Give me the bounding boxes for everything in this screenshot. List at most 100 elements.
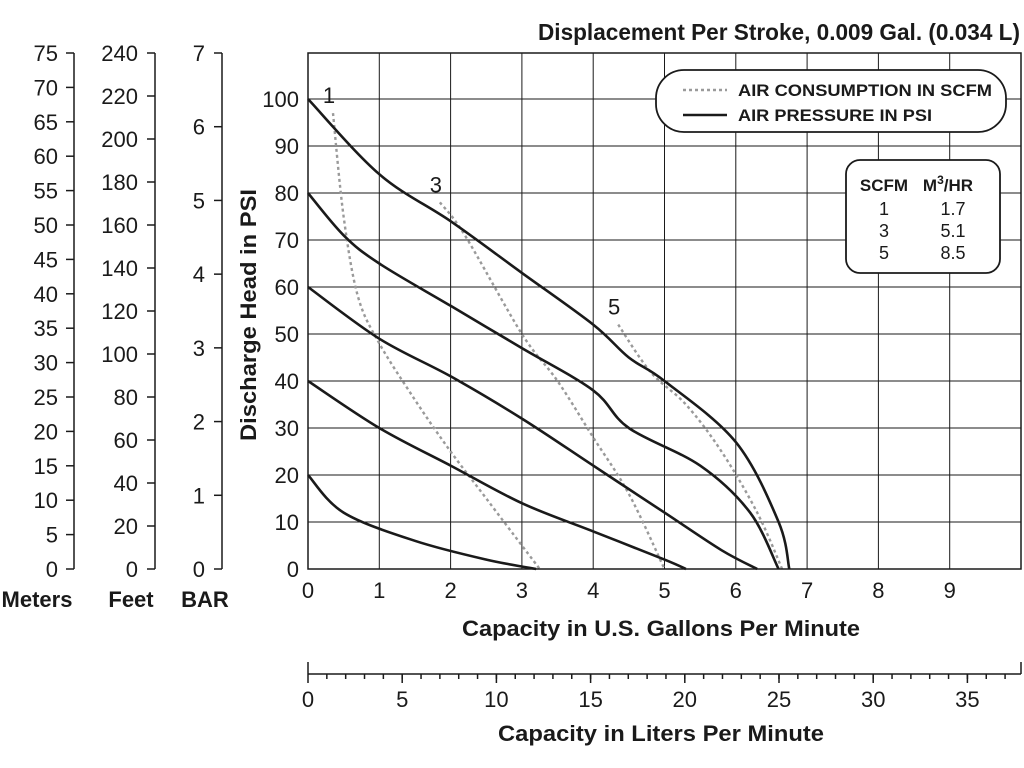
legend-air-label: AIR CONSUMPTION IN SCFM xyxy=(738,81,992,100)
conversion-table-box xyxy=(845,159,1001,274)
y-tick-label: 90 xyxy=(275,134,299,159)
feet-axis-tick-label: 220 xyxy=(101,84,138,109)
x-tick-label: 7 xyxy=(801,578,813,603)
x2-tick-label: 0 xyxy=(302,687,314,712)
air-curve-label: 5 xyxy=(608,295,620,320)
feet-axis-tick-label: 160 xyxy=(101,213,138,238)
feet-axis-title: Feet xyxy=(108,587,154,612)
legend-box xyxy=(655,69,1007,133)
bar-axis-tick-label: 0 xyxy=(193,557,205,582)
x-tick-label: 3 xyxy=(516,578,528,603)
feet-axis: 0 20 40 60 80 100 120 140 160 180 200 220 240 Feet xyxy=(101,41,156,612)
table-rows: 1 1.7 3 5.1 5 8.5 xyxy=(879,199,966,263)
table-cell-scfm: 1 xyxy=(879,199,889,219)
air-curve-label: 1 xyxy=(323,83,335,108)
bar-axis-tick-label: 1 xyxy=(193,483,205,508)
meters-axis-tick-label: 0 xyxy=(46,557,58,582)
bar-axis-tick-label: 4 xyxy=(193,262,205,287)
air-curve-1 xyxy=(331,112,541,570)
feet-axis-tick-label: 120 xyxy=(101,299,138,324)
meters-axis-tick-label: 55 xyxy=(34,179,58,204)
table-cell-scfm: 3 xyxy=(879,221,889,241)
legend: AIR CONSUMPTION IN SCFM AIR PRESSURE IN … xyxy=(655,69,1007,133)
y-tick-label: 80 xyxy=(275,181,299,206)
x2-tick-label: 35 xyxy=(955,687,979,712)
meters-axis-tick-label: 25 xyxy=(34,385,58,410)
x-tick-label: 0 xyxy=(302,578,314,603)
x2-tick-label: 5 xyxy=(396,687,408,712)
air-pressure-curves xyxy=(307,98,791,571)
feet-axis-tick-label: 20 xyxy=(114,514,138,539)
pressure-curve xyxy=(307,285,758,571)
chart-title: Displacement Per Stroke, 0.009 Gal. (0.0… xyxy=(538,19,1020,45)
table-cell-m3hr: 1.7 xyxy=(940,199,965,219)
table-cell-scfm: 5 xyxy=(879,243,889,263)
meters-axis-tick-label: 5 xyxy=(46,523,58,548)
secondary-y-axes: 051015202530354045505560657075Meters0204… xyxy=(2,41,229,612)
x2-tick-label: 30 xyxy=(861,687,885,712)
feet-axis-tick-label: 40 xyxy=(114,471,138,496)
x-axis-title: Capacity in U.S. Gallons Per Minute xyxy=(462,616,860,641)
y-tick-label: 0 xyxy=(287,557,299,582)
feet-axis-tick-label: 100 xyxy=(101,342,138,367)
x2-tick-label: 20 xyxy=(673,687,697,712)
pressure-curve xyxy=(307,474,537,571)
y-tick-label: 70 xyxy=(275,228,299,253)
meters-axis-tick-label: 70 xyxy=(34,75,58,100)
pressure-curve xyxy=(307,192,780,570)
pressure-curve xyxy=(307,379,687,571)
meters-axis-title: Meters xyxy=(2,587,73,612)
y-tick-label: 100 xyxy=(262,87,299,112)
meters-axis-tick-label: 10 xyxy=(34,488,58,513)
table-header-m3hr: M3/HR xyxy=(923,173,973,195)
meters-axis-tick-label: 50 xyxy=(34,213,58,238)
x-tick-label: 9 xyxy=(944,578,956,603)
x2-tick-label: 15 xyxy=(578,687,602,712)
meters-axis-tick-label: 45 xyxy=(34,247,58,272)
meters-axis-tick-label: 65 xyxy=(34,110,58,135)
meters-axis-tick-label: 75 xyxy=(34,41,58,66)
meters-axis: 0 5 10 15 20 25 30 35 40 45 50 55 60 65 70 75 Meters xyxy=(2,41,75,612)
feet-axis-tick-label: 60 xyxy=(114,428,138,453)
bar-axis-title: BAR xyxy=(181,587,229,612)
legend-pressure-label: AIR PRESSURE IN PSI xyxy=(738,106,932,125)
bar-axis-tick-label: 3 xyxy=(193,336,205,361)
bar-axis-tick-label: 2 xyxy=(193,410,205,435)
air-curve-3 xyxy=(438,201,666,570)
air-curve-label: 3 xyxy=(430,172,442,197)
table-header-scfm: SCFM xyxy=(860,176,908,195)
y-tick-label: 50 xyxy=(275,322,299,347)
bar-axis-tick-label: 7 xyxy=(193,41,205,66)
feet-axis-tick-label: 80 xyxy=(114,385,138,410)
x2-tick-label: 25 xyxy=(767,687,791,712)
psi-tick-labels: 0 10 20 30 40 50 60 70 80 90 100 xyxy=(262,87,299,582)
x2-tick-label: 10 xyxy=(484,687,508,712)
x-tick-label: 2 xyxy=(444,578,456,603)
feet-axis-tick-label: 140 xyxy=(101,256,138,281)
x-tick-label: 4 xyxy=(587,578,599,603)
x-tick-label: 5 xyxy=(658,578,670,603)
bar-axis-tick-label: 6 xyxy=(193,115,205,140)
bar-axis: 0 1 2 3 4 5 6 7 BAR xyxy=(181,41,229,612)
x2-axis-title: Capacity in Liters Per Minute xyxy=(498,721,824,746)
pressure-curve xyxy=(307,98,791,570)
conversion-table: SCFM M3/HR 1 1.7 3 5.1 5 8.5 xyxy=(845,159,1001,274)
plot-frame xyxy=(307,52,1022,570)
feet-axis-tick-label: 200 xyxy=(101,127,138,152)
y-tick-label: 30 xyxy=(275,416,299,441)
liters-axis: 0 5 10 15 20 25 30 35 xyxy=(302,662,1022,712)
feet-axis-tick-label: 240 xyxy=(101,41,138,66)
y-tick-label: 10 xyxy=(275,510,299,535)
meters-axis-tick-label: 20 xyxy=(34,419,58,444)
air-curve-5 xyxy=(617,323,784,570)
feet-axis-tick-label: 180 xyxy=(101,170,138,195)
y-tick-label: 40 xyxy=(275,369,299,394)
meters-axis-tick-label: 15 xyxy=(34,454,58,479)
feet-axis-tick-label: 0 xyxy=(126,557,138,582)
bar-axis-tick-label: 5 xyxy=(193,188,205,213)
meters-axis-tick-label: 35 xyxy=(34,316,58,341)
meters-axis-tick-label: 40 xyxy=(34,282,58,307)
meters-axis-tick-label: 60 xyxy=(34,144,58,169)
x-tick-label: 6 xyxy=(730,578,742,603)
